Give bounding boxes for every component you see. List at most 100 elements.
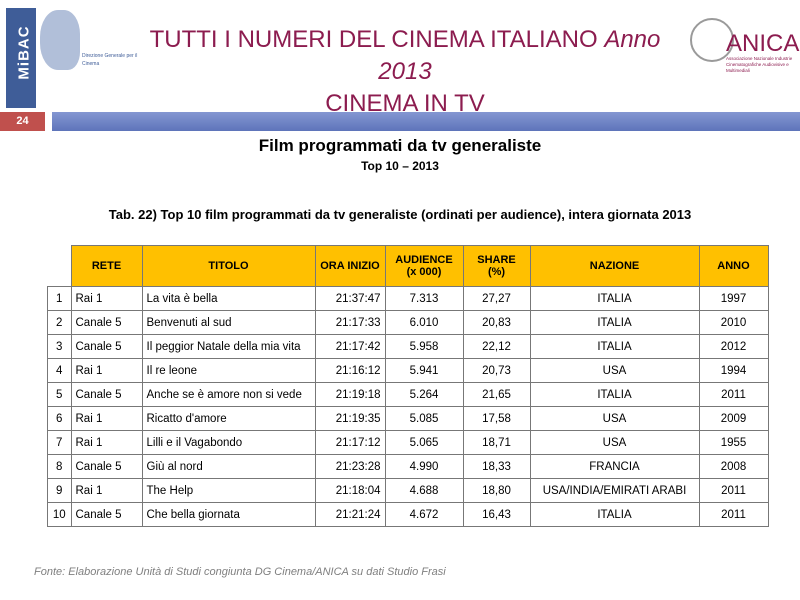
- table-cell: Canale 5: [70, 502, 143, 527]
- logo-subtext: Associazione Nazionale Industrie Cinemat…: [726, 56, 793, 73]
- title-italic: Anno 2013: [378, 26, 661, 85]
- table-cell: 16,43: [462, 502, 531, 527]
- table-cell: Giù al nord: [141, 454, 316, 479]
- table-cell: 4.672: [384, 502, 464, 527]
- table-cell: 7: [47, 430, 72, 455]
- table-cell: Il peggior Natale della mia vita: [141, 334, 316, 359]
- table-cell: Canale 5: [70, 454, 143, 479]
- table-cell: USA: [529, 406, 700, 431]
- table-cell: 7.313: [384, 286, 464, 311]
- table-cell: 18,71: [462, 430, 531, 455]
- source-note: Fonte: Elaborazione Unità di Studi congi…: [34, 566, 446, 578]
- table-cell: 2011: [698, 382, 769, 407]
- table-cell: 6.010: [384, 310, 464, 335]
- table-cell: 21:17:33: [314, 310, 386, 335]
- table-cell: 2008: [698, 454, 769, 479]
- table-cell: Ricatto d'amore: [141, 406, 316, 431]
- header-bar: [52, 112, 800, 131]
- table-cell: Anche se è amore non si vede: [141, 382, 316, 407]
- header-cell: ORA INIZIO: [314, 245, 386, 287]
- table-cell: 21:19:35: [314, 406, 386, 431]
- table-cell: 22,12: [462, 334, 531, 359]
- logo-text: MiBAC: [15, 25, 33, 80]
- title: TUTTI I NUMERI DEL CINEMA ITALIANO Anno …: [120, 24, 690, 120]
- table-row: 10 Canale 5 Che bella giornata 21:21:24 4.67…: [47, 502, 769, 527]
- table-cell: 1994: [698, 358, 769, 383]
- table-row: 7 Rai 1 Lilli e il Vagabondo 21:17:12 5.065 1…: [47, 430, 769, 455]
- header-cell: TITOLO: [141, 245, 316, 287]
- table-cell: Canale 5: [70, 382, 143, 407]
- table-cell: Il re leone: [141, 358, 316, 383]
- table-row: 6 Rai 1 Ricatto d'amore 21:19:35 5.085 17,58 U…: [47, 406, 769, 431]
- table-cell: 5.085: [384, 406, 464, 431]
- header-cell: AUDIENCE (x 000): [384, 245, 464, 287]
- table-cell: 5: [47, 382, 72, 407]
- logo-bar: [6, 8, 36, 108]
- table-cell: 21:37:47: [314, 286, 386, 311]
- table-cell: 9: [47, 478, 72, 503]
- table-cell: 10: [47, 502, 72, 527]
- table-cell: USA: [529, 430, 700, 455]
- table-cell: La vita è bella: [141, 286, 316, 311]
- table-cell: USA/INDIA/EMIRATI ARABI: [529, 478, 700, 503]
- table-cell: 20,83: [462, 310, 531, 335]
- table-cell: ITALIA: [529, 310, 700, 335]
- page-number: 24: [0, 112, 45, 131]
- table-cell: 5.958: [384, 334, 464, 359]
- table-row: 1 Rai 1 La vita è bella 21:37:47 7.313 27,27 I…: [47, 286, 769, 311]
- table-cell: 2: [47, 310, 72, 335]
- table-cell: FRANCIA: [529, 454, 700, 479]
- section-subtitle: Top 10 – 2013: [361, 159, 439, 173]
- table-cell: USA: [529, 358, 700, 383]
- table-cell: 18,80: [462, 478, 531, 503]
- header-row: RETE TITOLO ORA INIZIO AUDIENCE (x 000) SHAR…: [47, 245, 769, 287]
- table-cell: 4: [47, 358, 72, 383]
- table-cell: Rai 1: [70, 358, 143, 383]
- table-cell: 6: [47, 406, 72, 431]
- table-cell: ITALIA: [529, 334, 700, 359]
- table-cell: 5.065: [384, 430, 464, 455]
- table-caption: Tab. 22) Top 10 film programmati da tv g…: [108, 207, 692, 222]
- table-cell: The Help: [141, 478, 316, 503]
- table-cell: ITALIA: [529, 502, 700, 527]
- table-cell: 18,33: [462, 454, 531, 479]
- table-cell: Rai 1: [70, 478, 143, 503]
- table-cell: 21:23:28: [314, 454, 386, 479]
- table-cell: Rai 1: [70, 430, 143, 455]
- table-cell: Benvenuti al sud: [141, 310, 316, 335]
- logo-graphic: [690, 18, 734, 62]
- table-cell: 2012: [698, 334, 769, 359]
- table-cell: 21:17:42: [314, 334, 386, 359]
- table-cell: 20,73: [462, 358, 531, 383]
- section-title: Film programmati da tv generaliste: [258, 136, 542, 155]
- header-cell: [47, 245, 72, 287]
- table-cell: 1955: [698, 430, 769, 455]
- table-cell: Rai 1: [70, 406, 143, 431]
- table-cell: 4.990: [384, 454, 464, 479]
- table-cell: 21,65: [462, 382, 531, 407]
- table-cell: Rai 1: [70, 286, 143, 311]
- table-cell: 2011: [698, 478, 769, 503]
- table-cell: 1997: [698, 286, 769, 311]
- table-row: 8 Canale 5 Giù al nord 21:23:28 4.990 18,33 FR…: [47, 454, 769, 479]
- table-cell: 3: [47, 334, 72, 359]
- table-cell: Canale 5: [70, 334, 143, 359]
- table-cell: Che bella giornata: [141, 502, 316, 527]
- table-row: 2 Canale 5 Benvenuti al sud 21:17:33 6.010 20…: [47, 310, 769, 335]
- table-cell: 4.688: [384, 478, 464, 503]
- table-cell: 17,58: [462, 406, 531, 431]
- title-text: TUTTI I NUMERI DEL CINEMA ITALIANO: [149, 26, 598, 53]
- data-table: RETE TITOLO ORA INIZIO AUDIENCE (x 000) SHAR…: [47, 245, 769, 527]
- table-cell: 21:19:18: [314, 382, 386, 407]
- table-row: 5 Canale 5 Anche se è amore non si vede 21:…: [47, 382, 769, 407]
- table-cell: 2009: [698, 406, 769, 431]
- table-cell: 21:21:24: [314, 502, 386, 527]
- table-cell: 1: [47, 286, 72, 311]
- table-cell: 2011: [698, 502, 769, 527]
- logo-graphic: [40, 10, 80, 70]
- table-cell: 2010: [698, 310, 769, 335]
- table-cell: 21:16:12: [314, 358, 386, 383]
- table-cell: ITALIA: [529, 286, 700, 311]
- logo-text: ANICA: [726, 30, 800, 57]
- table-row: 4 Rai 1 Il re leone 21:16:12 5.941 20,73 USA 19…: [47, 358, 769, 383]
